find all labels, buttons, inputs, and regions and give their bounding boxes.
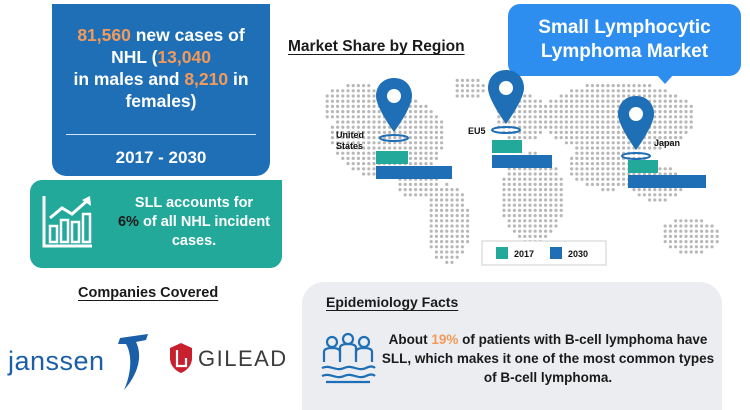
bar-us-2030 bbox=[376, 166, 452, 179]
janssen-wordmark: janssen bbox=[8, 346, 105, 376]
sll-line2: of all NHL incident bbox=[138, 214, 270, 230]
region-us-line2: States bbox=[336, 141, 364, 151]
region-label-japan: Japan bbox=[654, 138, 681, 148]
in-males-text: in males and bbox=[73, 69, 185, 89]
gilead-logo-icon: GILEAD bbox=[168, 340, 293, 380]
legend-swatch-2017 bbox=[496, 247, 508, 259]
cases-total: 81,560 bbox=[77, 25, 131, 45]
map-pin-icon bbox=[376, 78, 412, 142]
region-label-us: United States bbox=[336, 130, 364, 152]
bar-eu5-2030 bbox=[492, 155, 552, 168]
market-share-title: Market Share by Region bbox=[288, 38, 465, 55]
market-title-bubble: Small Lymphocytic Lymphoma Market bbox=[508, 4, 741, 84]
bar-japan-2017 bbox=[628, 160, 658, 173]
card-divider bbox=[66, 134, 256, 135]
sll-share-text: SLL accounts for 6% of all NHL incident … bbox=[110, 194, 278, 251]
bar-japan-2030 bbox=[628, 175, 706, 188]
study-period: 2017 - 2030 bbox=[115, 148, 207, 167]
patient-group-icon bbox=[321, 332, 376, 384]
map-pin-icon bbox=[488, 70, 524, 134]
title-line1: Small Lymphocytic bbox=[538, 17, 711, 38]
map-pin-icon bbox=[618, 96, 654, 160]
companies-title: Companies Covered bbox=[78, 285, 219, 301]
epi-pre: About bbox=[388, 332, 432, 347]
cases-males: 13,040 bbox=[157, 47, 211, 67]
legend-swatch-2030 bbox=[550, 247, 562, 259]
new-cases-card: 81,560 new cases of NHL (13,040 in males… bbox=[52, 4, 270, 176]
sll-line3: cases. bbox=[171, 233, 217, 249]
nhl-text: NHL ( bbox=[111, 47, 158, 67]
bubble-tail bbox=[656, 74, 674, 84]
epidemiology-title: Epidemiology Facts bbox=[326, 294, 459, 310]
new-cases-text: new cases of bbox=[130, 25, 245, 45]
sll-line1: SLL accounts for bbox=[134, 195, 254, 211]
world-map: 2017 2030 bbox=[325, 70, 719, 266]
epi-percent: 19% bbox=[431, 332, 459, 347]
epidemiology-card bbox=[302, 282, 722, 410]
janssen-logo-icon: janssen bbox=[8, 332, 158, 394]
janssen-swoosh-icon bbox=[118, 334, 148, 390]
gilead-wordmark: GILEAD bbox=[198, 346, 288, 371]
epi-post: of patients with B-cell lymphoma have SL… bbox=[381, 332, 715, 385]
bar-us-2017 bbox=[376, 151, 408, 164]
region-label-eu5: EU5 bbox=[468, 126, 486, 136]
title-line2: Lymphoma Market bbox=[540, 41, 709, 62]
bar-eu5-2017 bbox=[492, 140, 522, 153]
sll-share-card: SLL accounts for 6% of all NHL incident … bbox=[30, 180, 282, 268]
new-cases-stat: 81,560 new cases of NHL (13,040 in males… bbox=[52, 4, 270, 112]
females-text: females) bbox=[125, 91, 197, 111]
region-us-line1: United bbox=[336, 130, 364, 140]
in-text: in bbox=[228, 69, 249, 89]
epidemiology-fact: About 19% of patients with B-cell lympho… bbox=[378, 330, 718, 387]
chart-legend: 2017 2030 bbox=[481, 240, 607, 266]
gilead-shield-icon bbox=[170, 343, 192, 373]
cases-females: 8,210 bbox=[184, 69, 229, 89]
growth-bar-chart-icon bbox=[42, 196, 92, 248]
sll-percent: 6% bbox=[117, 214, 139, 230]
legend-label-2017: 2017 bbox=[514, 249, 534, 259]
legend-label-2030: 2030 bbox=[568, 249, 588, 259]
